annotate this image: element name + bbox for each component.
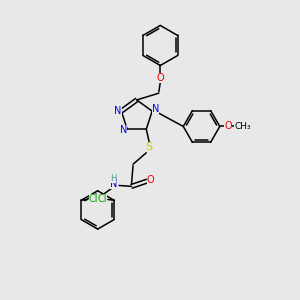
Text: H: H [110,174,116,183]
Text: O: O [157,73,164,83]
Text: N: N [152,104,159,114]
Text: N: N [110,179,117,189]
Text: N: N [114,106,122,116]
Text: S: S [146,142,153,152]
Text: O: O [224,122,232,131]
Text: N: N [120,125,127,135]
Text: Cl: Cl [89,194,98,204]
Text: CH₃: CH₃ [234,122,251,131]
Text: O: O [147,175,154,185]
Text: Cl: Cl [97,194,106,204]
